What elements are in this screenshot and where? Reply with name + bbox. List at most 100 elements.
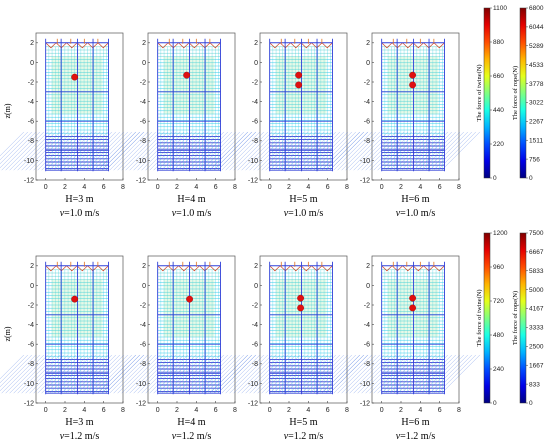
colorbar-tick-label: 756 xyxy=(529,156,540,163)
y-tick-label: -8 xyxy=(140,361,146,368)
mesh-hatch xyxy=(245,131,285,171)
mesh-hatch xyxy=(137,131,177,171)
y-tick-label: 2 xyxy=(30,263,34,270)
x-tick-label: 2 xyxy=(175,184,179,191)
mesh-hatch xyxy=(5,354,45,394)
mesh-hatch xyxy=(0,131,25,157)
mesh-hatch xyxy=(333,354,373,394)
mesh-hatch xyxy=(93,131,133,171)
y-tick-label: -6 xyxy=(140,342,146,349)
x-tick-label: 6 xyxy=(326,184,330,191)
target-point xyxy=(71,295,79,303)
mesh-hatch xyxy=(109,354,149,394)
mesh-hatch xyxy=(129,354,169,394)
mesh-hatch xyxy=(1,131,41,171)
mesh-hatch xyxy=(397,354,437,394)
mesh-hatch xyxy=(97,354,137,394)
mesh-hatch xyxy=(133,354,173,394)
y-tick-label: -12 xyxy=(24,177,34,184)
colorbar-tick-label: 480 xyxy=(493,332,504,339)
mesh-hatch xyxy=(209,354,249,394)
y-tick-label: -12 xyxy=(360,400,370,407)
colorbar-gradient xyxy=(483,7,491,179)
y-tick-label: -8 xyxy=(252,138,258,145)
colorbar-tick-label: 720 xyxy=(493,298,504,305)
y-tick-label: -10 xyxy=(248,381,258,388)
mesh-hatch xyxy=(57,354,97,394)
mesh-hatch xyxy=(173,131,213,171)
x-tick-label: 0 xyxy=(380,407,384,414)
colorbar-label: The force of rope(N) xyxy=(512,66,519,120)
y-tick-label: -12 xyxy=(248,177,258,184)
x-tick-label: 4 xyxy=(418,184,422,191)
mesh-hatch xyxy=(117,354,157,394)
velocity-symbol: v xyxy=(172,431,177,442)
caption-v: v=1.2 m/s xyxy=(284,431,324,442)
mesh-hatch xyxy=(249,354,289,394)
x-tick-label: 4 xyxy=(306,184,310,191)
target-point xyxy=(183,71,191,79)
mesh-hatch xyxy=(441,131,481,171)
colorbar-tick-label: 1667 xyxy=(529,362,544,369)
x-tick-label: 2 xyxy=(287,184,291,191)
x-tick-label: 0 xyxy=(268,407,272,414)
mesh-hatch xyxy=(81,131,121,171)
y-tick-label: -8 xyxy=(364,361,370,368)
target-point xyxy=(409,304,416,312)
mesh-hatch xyxy=(69,131,109,171)
colorbar-tick-label: 5000 xyxy=(529,287,544,294)
x-tick-label: 8 xyxy=(233,184,237,191)
mesh-hatch xyxy=(113,131,153,171)
colorbar-1-twine: 0 220 440 660 880 1100 The force of twine(N) xyxy=(476,5,507,182)
y-tick-label: -4 xyxy=(28,322,34,329)
mesh-hatch xyxy=(277,354,317,394)
panel-2-3: 20-2-4-6-8-10-120 2 4 6 8H=5 mv=1.2 m/s xyxy=(209,255,369,442)
colorbar-tick-label: 220 xyxy=(493,141,504,148)
mesh-hatch xyxy=(149,131,189,171)
mesh-hatch xyxy=(121,354,161,394)
mesh-hatch xyxy=(193,354,233,394)
mesh-hatch xyxy=(165,354,205,394)
x-tick-label: 2 xyxy=(399,184,403,191)
mesh-hatch xyxy=(241,131,281,171)
y-tick-label: -8 xyxy=(140,138,146,145)
y-tick-label: 0 xyxy=(254,283,258,290)
mesh-hatch xyxy=(413,354,453,394)
mesh-hatch xyxy=(205,131,245,171)
mesh-hatch xyxy=(405,354,445,394)
mesh-hatch xyxy=(249,131,289,171)
caption-v: v=1.0 m/s xyxy=(284,208,324,219)
target-point xyxy=(295,81,303,89)
colorbar-tick-label: 1511 xyxy=(529,137,543,144)
mesh-hatch xyxy=(305,354,345,394)
mesh-hatch xyxy=(261,354,301,394)
x-tick-label: 4 xyxy=(306,407,310,414)
y-tick-label: 2 xyxy=(142,263,146,270)
y-tick-label: 2 xyxy=(254,263,258,270)
y-tick-label: -6 xyxy=(140,119,146,126)
colorbar-1-rope: 0 756 1511 2267 3022 3778 4533 5289 6044 6800 The … xyxy=(512,5,544,182)
y-tick-label: -4 xyxy=(364,322,370,329)
mesh-hatch xyxy=(169,354,209,394)
mesh-hatch xyxy=(0,131,37,169)
mesh-hatch xyxy=(285,131,325,171)
x-tick-label: 4 xyxy=(82,407,86,414)
mesh-hatch xyxy=(333,131,373,171)
mesh-hatch xyxy=(85,354,125,394)
mesh-hatch xyxy=(433,354,473,394)
x-tick-label: 8 xyxy=(345,407,349,414)
mesh-hatch xyxy=(21,131,61,171)
mesh-hatch xyxy=(69,354,109,394)
mesh-hatch xyxy=(329,354,369,394)
velocity-value: =1.2 m/s xyxy=(64,431,99,442)
x-tick-label: 8 xyxy=(121,184,125,191)
colorbar-tick-label: 5289 xyxy=(529,43,544,50)
y-tick-label: 2 xyxy=(30,40,34,47)
velocity-value: =1.0 m/s xyxy=(288,208,323,219)
net-mesh xyxy=(97,261,257,395)
x-tick-label: 6 xyxy=(214,184,218,191)
x-tick-label: 8 xyxy=(457,184,461,191)
mesh-hatch xyxy=(353,131,393,171)
colorbar-label: The force of twine(N) xyxy=(476,289,483,346)
mesh-hatch xyxy=(9,131,49,171)
